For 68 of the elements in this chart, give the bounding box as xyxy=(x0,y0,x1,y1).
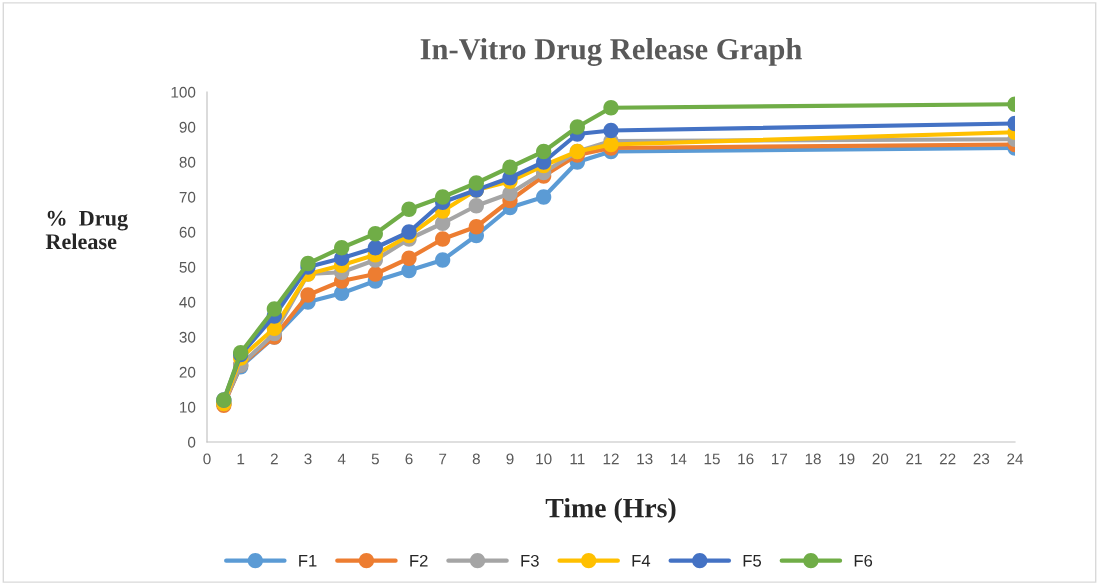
point xyxy=(435,189,451,205)
point xyxy=(603,122,619,139)
x-tick-label: 11 xyxy=(570,453,585,465)
point xyxy=(468,175,484,191)
x-tick-label: 6 xyxy=(405,453,413,465)
x-tick-label: 13 xyxy=(637,453,653,465)
point xyxy=(367,240,383,256)
legend-label: F5 xyxy=(743,555,762,567)
point xyxy=(401,224,417,240)
legend-label: F3 xyxy=(521,554,539,567)
y-tick-label: 50 xyxy=(179,261,196,273)
x-tick-label: 3 xyxy=(304,453,312,465)
point xyxy=(603,136,619,153)
y-tick-label: 60 xyxy=(179,226,196,238)
point xyxy=(300,255,316,272)
x-tick-label: 5 xyxy=(371,453,379,465)
y-axis-title: % Drug Release xyxy=(45,210,128,250)
x-tick-label: 12 xyxy=(603,453,619,465)
point xyxy=(468,198,484,214)
x-tick-label: 0 xyxy=(203,453,211,465)
point xyxy=(367,266,383,282)
point xyxy=(401,201,417,217)
point xyxy=(401,250,417,266)
legend-label: F4 xyxy=(632,555,651,567)
x-tick-label: 20 xyxy=(872,453,889,465)
point xyxy=(435,252,451,268)
x-tick-label: 14 xyxy=(671,453,687,465)
x-tick-label: 4 xyxy=(337,453,346,465)
point xyxy=(569,119,585,135)
x-axis-title: Time (Hrs) xyxy=(545,497,676,524)
point xyxy=(536,189,552,205)
point xyxy=(468,219,484,235)
point xyxy=(435,231,451,247)
x-tick-label: 19 xyxy=(839,453,855,465)
x-tick-label: 18 xyxy=(805,453,821,465)
x-tick-label: 16 xyxy=(738,453,754,465)
x-tick-label: 10 xyxy=(536,453,552,465)
x-tick-label: 9 xyxy=(506,453,514,465)
x-tick-label: 21 xyxy=(906,453,922,465)
x-tick-label: 23 xyxy=(973,453,990,465)
x-tick-label: 2 xyxy=(270,453,278,465)
y-tick-label: 100 xyxy=(171,86,196,98)
point xyxy=(367,226,383,242)
point xyxy=(300,287,316,303)
legend-label: F2 xyxy=(410,554,428,567)
y-tick-label: 80 xyxy=(179,156,196,168)
y-tick-label: 30 xyxy=(179,331,196,343)
x-tick-label: 22 xyxy=(939,453,956,465)
x-tick-label: 24 xyxy=(1007,453,1024,465)
point xyxy=(502,159,518,175)
point xyxy=(334,240,350,256)
chart-title: In-Vitro Drug Release Graph xyxy=(420,38,802,66)
x-tick-label: 17 xyxy=(772,453,788,465)
y-tick-label: 10 xyxy=(180,401,196,413)
legend-label: F1 xyxy=(299,555,317,567)
y-tick-label: 90 xyxy=(179,121,196,133)
x-tick-label: 1 xyxy=(237,453,245,465)
point xyxy=(266,301,282,317)
x-tick-label: 8 xyxy=(472,453,480,465)
y-tick-label: 20 xyxy=(179,366,196,378)
y-tick-label: 0 xyxy=(187,436,196,448)
legend-label: F6 xyxy=(854,554,873,567)
x-tick-label: 7 xyxy=(439,453,447,465)
y-tick-label: 70 xyxy=(179,191,196,203)
point xyxy=(603,100,619,116)
y-tick-label: 40 xyxy=(179,296,196,308)
x-tick-label: 15 xyxy=(704,453,720,465)
point xyxy=(536,143,552,160)
